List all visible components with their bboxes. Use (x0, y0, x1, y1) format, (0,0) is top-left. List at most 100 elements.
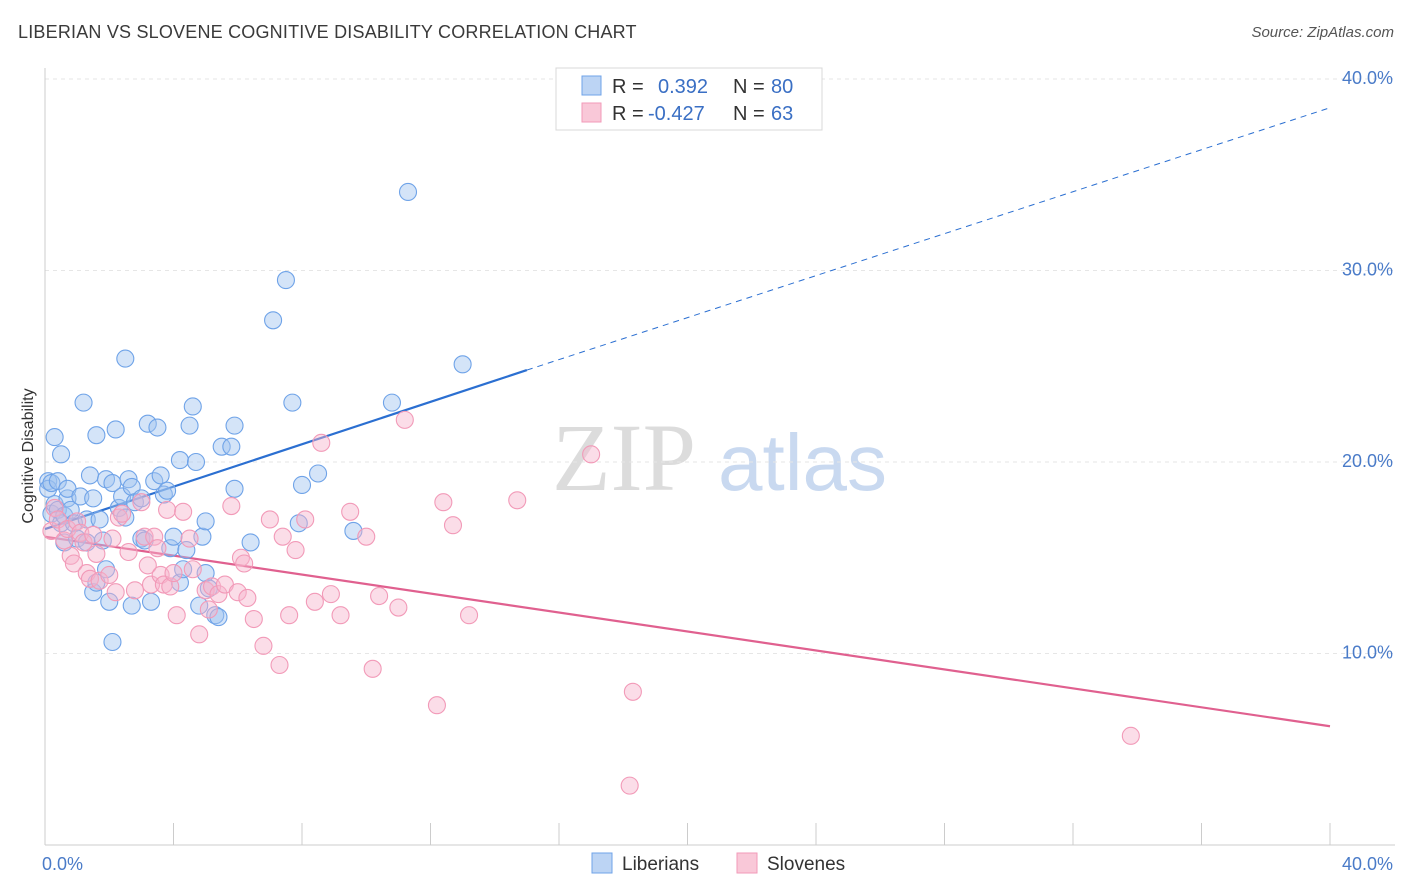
data-point-slovenes (357, 527, 376, 546)
y-tick-label: 20.0% (1342, 451, 1393, 471)
data-point-slovenes (1121, 726, 1140, 745)
data-point-liberians (138, 414, 157, 433)
data-point-liberians (170, 451, 189, 470)
data-point-liberians (158, 481, 177, 500)
series-label-liberians: Liberians (622, 854, 699, 875)
data-point-slovenes (623, 682, 642, 701)
legend-r-value-1: 0.392 (658, 76, 708, 98)
data-point-liberians (96, 560, 116, 579)
data-point-slovenes (132, 493, 151, 512)
data-point-liberians (80, 466, 100, 485)
data-point-slovenes (68, 512, 87, 531)
data-point-slovenes (180, 529, 199, 548)
data-point-slovenes (164, 564, 183, 583)
data-point-slovenes (228, 583, 247, 602)
data-point-liberians (148, 418, 167, 437)
data-point-liberians (61, 500, 80, 519)
data-point-liberians (48, 472, 67, 491)
data-point-liberians (170, 573, 189, 592)
data-point-slovenes (254, 636, 273, 655)
data-point-slovenes (158, 500, 177, 519)
data-point-liberians (141, 592, 161, 611)
data-point-liberians (177, 541, 196, 560)
data-point-slovenes (370, 586, 389, 606)
data-point-liberians (212, 437, 231, 456)
data-point-liberians (42, 474, 61, 493)
data-point-liberians (164, 527, 183, 546)
data-point-slovenes (331, 606, 350, 625)
data-point-slovenes (190, 625, 209, 644)
legend-r-value-2: -0.427 (648, 103, 705, 125)
data-point-slovenes (231, 548, 251, 567)
data-point-slovenes (222, 496, 241, 516)
y-tick-label: 30.0% (1342, 260, 1393, 280)
data-point-liberians (122, 596, 141, 615)
data-point-liberians (84, 489, 103, 508)
watermark-atlas: atlas (718, 418, 887, 507)
data-point-slovenes (508, 491, 527, 510)
data-point-slovenes (286, 541, 305, 560)
data-point-slovenes (235, 554, 254, 573)
data-point-slovenes (64, 554, 83, 573)
data-point-slovenes (620, 776, 639, 795)
data-point-slovenes (296, 510, 315, 529)
data-point-slovenes (148, 539, 167, 558)
legend-n-label-2: N = (733, 103, 765, 125)
data-point-slovenes (138, 556, 157, 575)
data-point-liberians (453, 355, 472, 374)
data-point-slovenes (45, 498, 64, 518)
data-point-slovenes (459, 606, 479, 625)
data-point-liberians (180, 416, 199, 435)
data-point-slovenes (90, 571, 109, 590)
data-point-slovenes (434, 493, 453, 512)
data-point-slovenes (341, 502, 360, 521)
data-point-slovenes (100, 565, 119, 585)
data-point-slovenes (305, 592, 324, 611)
data-point-liberians (52, 445, 71, 464)
data-point-slovenes (74, 533, 93, 552)
watermark-zip: ZIP (552, 404, 696, 511)
x-tick-label-min: 0.0% (42, 854, 83, 874)
data-point-slovenes (260, 510, 279, 529)
data-point-liberians (151, 466, 170, 485)
data-point-liberians (45, 428, 64, 447)
data-point-slovenes (238, 588, 257, 608)
data-point-liberians (276, 271, 295, 290)
legend-n-value-2: 63 (771, 103, 793, 125)
data-point-slovenes (209, 585, 228, 604)
data-point-slovenes (87, 544, 106, 563)
legend-n-value-1: 80 (771, 76, 793, 98)
axes (44, 68, 1395, 846)
data-point-liberians (190, 596, 209, 615)
legend: R = 0.392 N = 80 R = -0.427 N = 63 (555, 67, 823, 131)
data-point-liberians (174, 560, 193, 579)
data-point-slovenes (244, 609, 263, 629)
data-point-liberians (241, 533, 260, 552)
data-point-slovenes (174, 502, 193, 521)
data-point-slovenes (395, 410, 414, 429)
data-point-liberians (132, 489, 151, 508)
data-point-slovenes (55, 531, 74, 550)
legend-r-label-2: R = (612, 103, 644, 125)
series-label-slovenes: Slovenes (767, 854, 845, 875)
data-point-liberians (264, 311, 283, 330)
data-point-liberians (186, 452, 206, 472)
data-point-liberians (90, 510, 109, 529)
data-point-slovenes (145, 527, 164, 546)
series-swatch-liberians (591, 852, 613, 874)
legend-r-label-1: R = (612, 76, 644, 98)
data-point-liberians (161, 539, 180, 558)
data-point-slovenes (141, 575, 161, 594)
data-point-slovenes (312, 433, 331, 452)
data-point-slovenes (103, 529, 122, 548)
legend-swatch-slovenes (581, 102, 602, 123)
data-point-liberians (103, 632, 122, 652)
data-point-slovenes (106, 583, 125, 602)
y-axis-label: Cognitive Disability (20, 388, 37, 523)
data-point-slovenes (135, 527, 154, 546)
data-point-liberians (39, 472, 58, 491)
data-point-liberians (106, 420, 125, 439)
data-point-slovenes (42, 521, 61, 540)
data-point-liberians (382, 393, 402, 412)
data-point-liberians (109, 498, 128, 518)
